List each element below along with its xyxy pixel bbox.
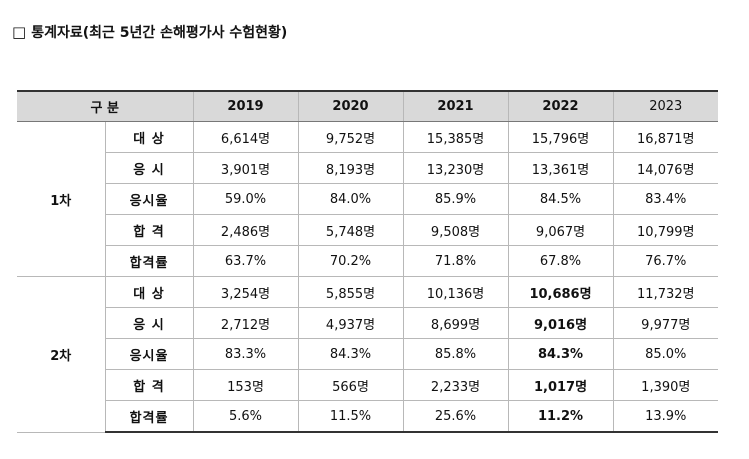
table-cell: 1,390명 [612, 369, 719, 401]
table-cell: 9,016명 [507, 307, 614, 339]
table-cell: 153명 [192, 369, 299, 401]
table-cell: 2,233명 [402, 369, 509, 401]
table-cell: 9,067명 [507, 214, 614, 246]
row-label: 대 상 [104, 121, 194, 153]
row-label: 응 시 [105, 307, 194, 339]
table-cell: 9,977명 [612, 307, 719, 339]
header-year-2021: 2021 [402, 90, 509, 122]
table-row: 1차 대 상 6,614명 9,752명 15,385명 15,796명 16,… [17, 121, 719, 277]
table-cell: 3,901명 [192, 152, 299, 184]
table-cell: 84.0% [297, 183, 404, 215]
row-label: 합 격 [105, 369, 194, 401]
table-cell: 14,076명 [612, 152, 719, 184]
checkbox-icon: □ [12, 23, 27, 41]
row-label: 합격률 [105, 245, 194, 277]
table-cell: 84.5% [507, 183, 614, 215]
table-cell: 5.6% [192, 400, 299, 433]
header-year-2023: 2023 [612, 90, 719, 122]
table-cell: 5,855명 [297, 276, 404, 308]
table-cell: 11,732명 [612, 276, 719, 308]
table-cell: 13,230명 [402, 152, 509, 184]
table-row: 2차 대 상 3,254명 5,855명 10,136명 10,686명 11,… [17, 276, 719, 433]
table-cell: 85.0% [612, 338, 719, 370]
table-cell: 16,871명 [612, 121, 719, 153]
table-cell: 9,752명 [297, 121, 404, 153]
header-category: 구 분 [17, 90, 194, 122]
table-cell: 11.5% [297, 400, 404, 433]
table-cell: 85.9% [402, 183, 509, 215]
row-label: 응 시 [105, 152, 194, 184]
table-cell: 59.0% [192, 183, 299, 215]
table-row: 응시율 59.0% 84.0% 85.9% 84.5% 83.4% [17, 183, 719, 215]
table-cell: 1,017명 [507, 369, 614, 401]
table-cell: 84.3% [507, 338, 614, 370]
table-cell: 83.4% [612, 183, 719, 215]
table-cell: 76.7% [612, 245, 719, 277]
table-cell: 2,712명 [192, 307, 299, 339]
header-row: 구 분 2019 2020 2021 2022 2023 [17, 90, 719, 122]
row-label: 합격률 [105, 400, 194, 433]
table-cell: 70.2% [297, 245, 404, 277]
row-label: 합 격 [105, 214, 194, 246]
table-cell: 71.8% [402, 245, 509, 277]
table-cell: 85.8% [402, 338, 509, 370]
table-cell: 566명 [297, 369, 404, 401]
table-cell: 4,937명 [297, 307, 404, 339]
table-cell: 8,193명 [297, 152, 404, 184]
page-title: □ 통계자료(최근 5년간 손해평가사 수험현황) [12, 22, 287, 42]
table-cell: 83.3% [192, 338, 299, 370]
header-year-2022: 2022 [507, 90, 614, 122]
table-cell: 8,699명 [402, 307, 509, 339]
table-row: 응 시 2,712명 4,937명 8,699명 9,016명 9,977명 [17, 307, 719, 339]
table-cell: 15,796명 [507, 121, 614, 153]
round-label: 2차 [17, 276, 106, 433]
table-cell: 9,508명 [402, 214, 509, 246]
page-title-text: 통계자료(최근 5년간 손해평가사 수험현황) [31, 25, 288, 41]
table-cell: 25.6% [402, 400, 509, 433]
table-cell: 13,361명 [507, 152, 614, 184]
table-cell: 10,136명 [402, 276, 509, 308]
table-cell: 63.7% [192, 245, 299, 277]
table-row: 응 시 3,901명 8,193명 13,230명 13,361명 14,076… [17, 152, 719, 184]
table-cell: 6,614명 [192, 121, 299, 153]
table-row: 합격률 5.6% 11.5% 25.6% 11.2% 13.9% [17, 400, 719, 433]
exam-stats-table: 구 분 2019 2020 2021 2022 2023 1차 대 상 6,61… [17, 90, 719, 433]
table-cell: 10,686명 [507, 276, 614, 308]
row-label: 응시율 [105, 338, 194, 370]
table-cell: 2,486명 [192, 214, 299, 246]
table-cell: 3,254명 [192, 276, 299, 308]
round-label: 1차 [17, 121, 106, 277]
table-cell: 5,748명 [297, 214, 404, 246]
header-year-2020: 2020 [297, 90, 404, 122]
row-label: 대 상 [104, 276, 194, 308]
table-cell: 67.8% [507, 245, 614, 277]
header-year-2019: 2019 [192, 90, 299, 122]
table-cell: 11.2% [507, 400, 614, 433]
row-label: 응시율 [105, 183, 194, 215]
table-cell: 15,385명 [402, 121, 509, 153]
table-row: 응시율 83.3% 84.3% 85.8% 84.3% 85.0% [17, 338, 719, 370]
table-row: 합 격 153명 566명 2,233명 1,017명 1,390명 [17, 369, 719, 401]
table-cell: 10,799명 [612, 214, 719, 246]
table-row: 합 격 2,486명 5,748명 9,508명 9,067명 10,799명 [17, 214, 719, 246]
table-cell: 84.3% [297, 338, 404, 370]
table-row: 합격률 63.7% 70.2% 71.8% 67.8% 76.7% [17, 245, 719, 277]
table-cell: 13.9% [612, 400, 719, 433]
